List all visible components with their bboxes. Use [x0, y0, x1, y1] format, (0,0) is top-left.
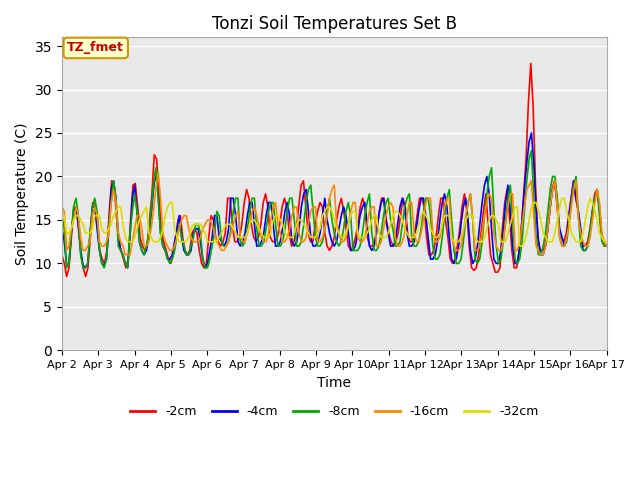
- -32cm: [58, 213, 66, 218]
- -8cm: [603, 243, 611, 249]
- -2cm: [292, 226, 300, 231]
- X-axis label: Time: Time: [317, 376, 351, 390]
- -16cm: [547, 204, 554, 210]
- -2cm: [563, 230, 570, 236]
- -32cm: [516, 243, 524, 249]
- -16cm: [474, 248, 481, 253]
- -32cm: [544, 239, 552, 245]
- -4cm: [201, 265, 209, 271]
- -32cm: [436, 230, 444, 236]
- -8cm: [166, 261, 173, 266]
- Line: -2cm: -2cm: [62, 63, 607, 276]
- -4cm: [166, 256, 173, 262]
- -16cm: [380, 226, 387, 231]
- -32cm: [469, 213, 477, 218]
- -32cm: [199, 226, 207, 231]
- -32cm: [164, 204, 172, 210]
- -16cm: [603, 243, 611, 249]
- Text: TZ_fmet: TZ_fmet: [67, 41, 124, 54]
- -2cm: [139, 243, 147, 249]
- -4cm: [471, 256, 479, 262]
- -2cm: [63, 274, 70, 279]
- Line: -8cm: -8cm: [62, 150, 607, 268]
- -8cm: [438, 234, 446, 240]
- -2cm: [58, 252, 66, 258]
- -2cm: [603, 243, 611, 249]
- -4cm: [547, 204, 554, 210]
- -16cm: [154, 169, 162, 175]
- -16cm: [58, 204, 66, 210]
- -32cm: [603, 239, 611, 245]
- -2cm: [586, 226, 594, 231]
- -32cm: [375, 230, 383, 236]
- -2cm: [527, 60, 534, 66]
- -16cm: [168, 248, 176, 253]
- -8cm: [378, 230, 385, 236]
- -16cm: [441, 204, 449, 210]
- Y-axis label: Soil Temperature (C): Soil Temperature (C): [15, 122, 29, 265]
- Title: Tonzi Soil Temperatures Set B: Tonzi Soil Temperatures Set B: [212, 15, 457, 33]
- Line: -32cm: -32cm: [62, 198, 607, 246]
- Legend: -2cm, -4cm, -8cm, -16cm, -32cm: -2cm, -4cm, -8cm, -16cm, -32cm: [125, 400, 543, 423]
- -2cm: [581, 243, 589, 249]
- -8cm: [547, 187, 554, 192]
- -8cm: [63, 265, 70, 271]
- -4cm: [81, 265, 89, 271]
- -16cm: [204, 217, 211, 223]
- -8cm: [471, 256, 479, 262]
- -4cm: [378, 200, 385, 205]
- -4cm: [527, 130, 535, 136]
- -8cm: [58, 213, 66, 218]
- -16cm: [122, 252, 129, 258]
- -8cm: [201, 265, 209, 271]
- -4cm: [58, 226, 66, 231]
- -8cm: [527, 147, 535, 153]
- -4cm: [438, 200, 446, 205]
- -32cm: [558, 195, 566, 201]
- -4cm: [603, 243, 611, 249]
- -2cm: [75, 226, 83, 231]
- Line: -4cm: -4cm: [62, 133, 607, 268]
- Line: -16cm: -16cm: [62, 172, 607, 255]
